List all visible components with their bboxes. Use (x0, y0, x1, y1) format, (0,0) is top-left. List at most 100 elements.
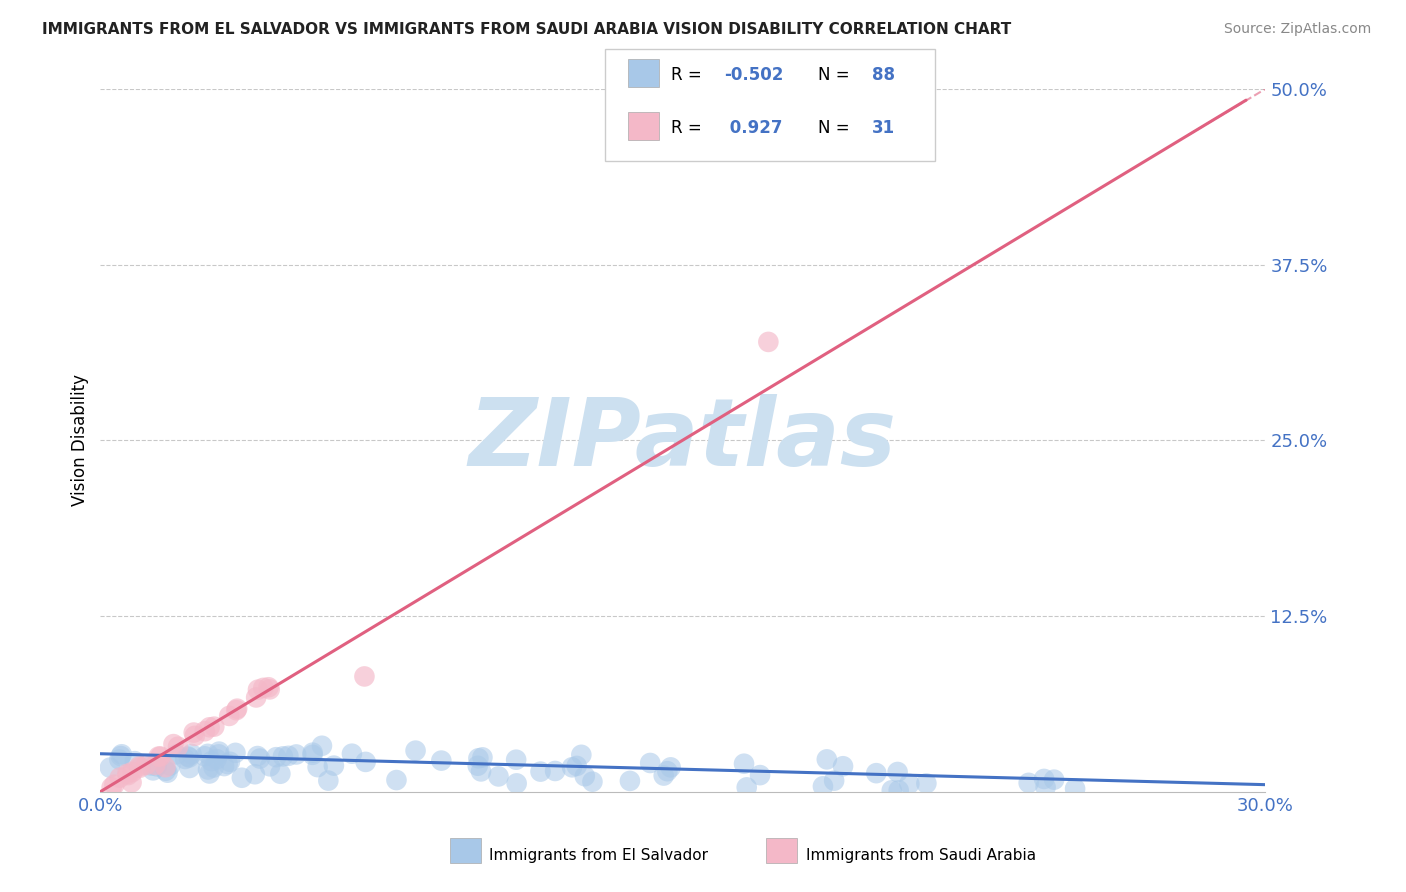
Point (98, 761, 121, 775)
Point (467, 758, 489, 772)
Point (128, 761, 150, 775)
Point (111, 747, 134, 762)
Point (271, 749, 294, 764)
Point (162, 737, 184, 751)
Point (224, 746, 246, 760)
Point (121, 775, 143, 789)
Point (259, 759, 281, 773)
Point (252, 681, 274, 695)
Point (354, 755, 377, 769)
Point (277, 748, 299, 763)
Point (1043, 772, 1066, 787)
Point (652, 768, 675, 782)
Point (470, 764, 492, 779)
Point (430, 754, 453, 768)
Point (184, 729, 207, 743)
Point (194, 724, 217, 739)
Point (340, 747, 363, 761)
Point (100, 780, 122, 795)
Text: R =: R = (671, 119, 707, 136)
Text: N =: N = (818, 119, 855, 136)
Point (246, 682, 269, 697)
Point (110, 749, 132, 764)
Text: 0.927: 0.927 (724, 119, 783, 136)
Point (180, 747, 202, 761)
Point (249, 751, 271, 765)
Point (198, 766, 221, 780)
Point (756, 334, 779, 349)
Text: -0.502: -0.502 (724, 66, 783, 84)
Point (322, 758, 344, 772)
Point (405, 744, 427, 758)
Point (749, 768, 772, 782)
Point (574, 769, 596, 783)
Point (733, 756, 755, 771)
Point (257, 680, 280, 694)
Y-axis label: Vision Disability: Vision Disability (72, 375, 89, 507)
Point (143, 757, 166, 772)
Point (219, 755, 242, 769)
Point (194, 749, 217, 764)
Point (569, 747, 592, 762)
Point (226, 701, 249, 715)
Point (231, 771, 253, 785)
Point (155, 764, 177, 778)
Point (529, 764, 551, 779)
Point (148, 749, 170, 764)
Point (198, 720, 221, 734)
Point (108, 752, 131, 766)
Point (208, 747, 231, 762)
Point (155, 760, 177, 774)
Point (915, 776, 938, 790)
Point (156, 765, 179, 780)
Point (1018, 776, 1040, 790)
Text: 31: 31 (872, 119, 894, 136)
Text: IMMIGRANTS FROM EL SALVADOR VS IMMIGRANTS FROM SAUDI ARABIA VISION DISABILITY CO: IMMIGRANTS FROM EL SALVADOR VS IMMIGRANT… (42, 22, 1011, 37)
Point (471, 750, 494, 764)
Text: Source: ZipAtlas.com: Source: ZipAtlas.com (1223, 22, 1371, 37)
Point (544, 764, 567, 778)
Text: 88: 88 (872, 66, 894, 84)
Point (1064, 781, 1087, 796)
Point (202, 720, 225, 734)
Point (353, 669, 375, 683)
Point (141, 758, 163, 772)
Point (657, 764, 679, 779)
Point (811, 779, 834, 793)
Point (174, 752, 197, 766)
Point (467, 751, 489, 765)
Point (264, 750, 287, 764)
Point (301, 746, 323, 760)
Point (146, 759, 169, 773)
Point (898, 777, 921, 791)
Point (121, 764, 143, 779)
Point (259, 682, 281, 697)
Point (200, 754, 222, 768)
Point (581, 774, 603, 789)
Point (205, 752, 228, 766)
Point (197, 763, 219, 777)
Point (735, 780, 758, 795)
Point (149, 749, 172, 764)
Point (385, 773, 408, 788)
Point (212, 759, 235, 773)
Point (823, 773, 845, 788)
Point (307, 760, 329, 774)
Point (159, 758, 181, 772)
Point (880, 783, 903, 797)
Text: R =: R = (671, 66, 707, 84)
Text: ZIPatlas: ZIPatlas (468, 394, 897, 486)
Point (245, 690, 267, 705)
Point (886, 764, 908, 779)
Point (505, 753, 527, 767)
Point (1033, 772, 1056, 786)
Point (103, 778, 125, 792)
Text: Immigrants from Saudi Arabia: Immigrants from Saudi Arabia (806, 848, 1036, 863)
Point (177, 750, 200, 764)
Point (865, 766, 887, 780)
Point (301, 747, 323, 762)
Point (311, 739, 333, 753)
Point (128, 759, 150, 773)
Point (218, 709, 240, 723)
Point (197, 747, 219, 761)
